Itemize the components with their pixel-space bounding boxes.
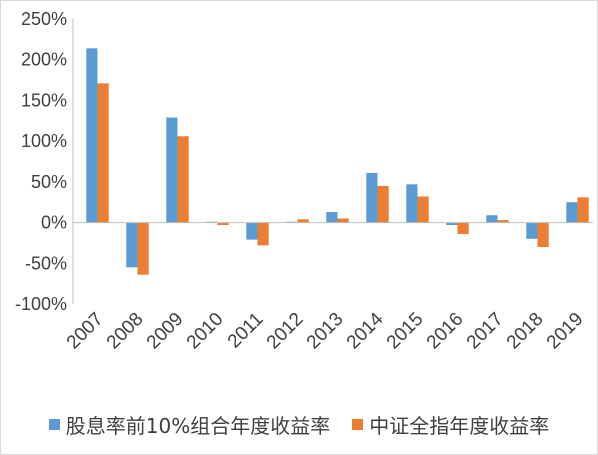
bars [86, 48, 589, 275]
x-tick-label: 2014 [343, 308, 388, 353]
bar-series-2-2015 [417, 196, 429, 223]
legend-item-series-1: 股息率前10%组合年度收益率 [48, 410, 331, 439]
bar-series-2-2013 [337, 218, 349, 223]
x-tick-label: 2011 [224, 309, 268, 353]
bar-series-2-2017 [497, 220, 509, 223]
x-tick-label: 2018 [503, 309, 548, 354]
legend-label-series-2: 中证全指年度收益率 [369, 413, 550, 438]
y-axis-tick-labels: 250% 200% 150% 100% 50% 0% -50% -100% [15, 9, 67, 314]
x-tick-label: 2019 [543, 309, 588, 354]
x-tick-label: 2012 [263, 309, 308, 354]
bar-series-1-2011 [246, 222, 258, 240]
x-tick-label: 2008 [103, 309, 148, 354]
legend: 股息率前10%组合年度收益率 中证全指年度收益率 [0, 409, 598, 439]
y-tick-label: 50% [31, 172, 67, 192]
legend-swatch-series-1 [48, 418, 60, 430]
x-tick-label: 2007 [63, 309, 108, 354]
bar-series-2-2009 [177, 136, 189, 223]
x-tick-label: 2016 [423, 309, 468, 354]
x-tick-label: 2010 [183, 309, 228, 354]
y-tick-label: 200% [21, 50, 67, 70]
legend-item-series-2: 中证全指年度收益率 [352, 410, 549, 439]
x-tick-label: 2015 [383, 309, 428, 354]
bar-series-1-2015 [406, 184, 418, 223]
y-tick-label: 100% [21, 131, 67, 151]
y-tick-label: 150% [21, 90, 67, 110]
x-tick-label: 2013 [303, 309, 348, 354]
bar-series-1-2019 [566, 202, 578, 223]
x-tick-label: 2017 [463, 309, 508, 354]
bar-series-1-2016 [446, 222, 458, 226]
y-tick-label: -100% [15, 294, 67, 314]
bar-series-1-2013 [326, 211, 338, 223]
bar-series-2-2014 [377, 185, 389, 223]
bar-series-2-2019 [577, 197, 589, 223]
bar-series-1-2017 [486, 215, 498, 223]
y-tick-label: -50% [25, 253, 67, 273]
x-axis-tick-labels: 2007200820092010201120122013201420152016… [63, 308, 588, 353]
bar-series-2-2018 [537, 222, 549, 247]
x-tick-label: 2009 [143, 309, 188, 354]
bar-series-1-2018 [526, 222, 538, 239]
y-tick-label: 0% [41, 213, 67, 233]
bar-series-1-2014 [366, 172, 378, 223]
bar-series-2-2012 [297, 219, 309, 223]
legend-swatch-series-2 [352, 418, 364, 430]
bar-series-1-2009 [166, 117, 178, 223]
legend-label-series-1: 股息率前10%组合年度收益率 [65, 413, 331, 438]
bar-series-2-2008 [137, 222, 149, 275]
bar-series-2-2011 [257, 222, 269, 246]
bar-series-1-2008 [126, 222, 138, 268]
y-tick-label: 250% [21, 9, 67, 29]
bar-series-2-2007 [97, 83, 109, 223]
bar-series-2-2016 [457, 222, 469, 234]
bar-series-1-2007 [86, 48, 98, 223]
bar-series-2-2010 [217, 222, 229, 226]
